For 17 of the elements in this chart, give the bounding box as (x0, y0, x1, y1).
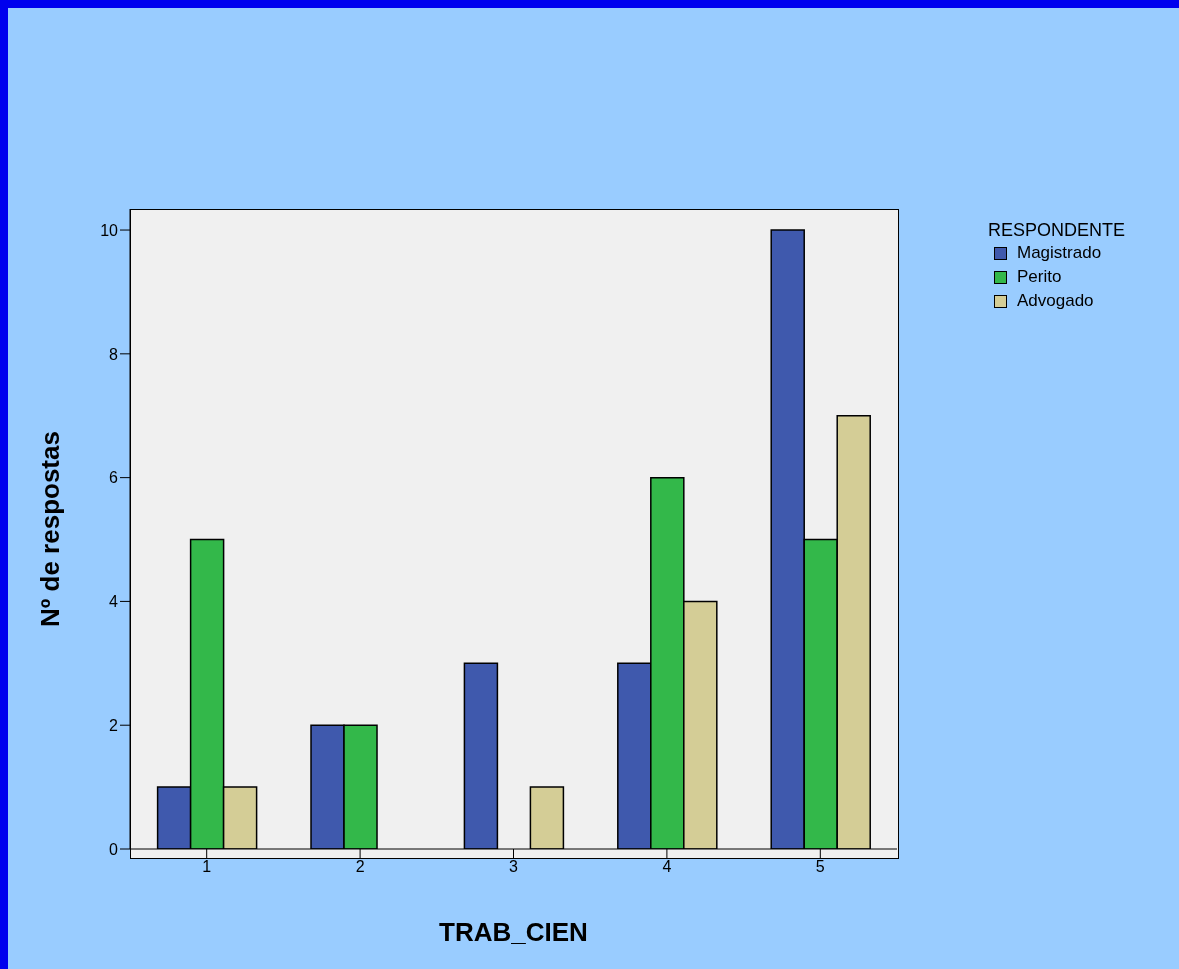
legend-label: Perito (1016, 266, 1063, 288)
y-tick-label: 0 (109, 840, 119, 858)
legend-label: Advogado (1016, 290, 1095, 312)
x-tick-label: 2 (355, 858, 365, 876)
y-tick-label: 4 (109, 593, 119, 611)
y-tick-label: 2 (109, 716, 119, 734)
x-tick-label: 3 (509, 858, 519, 876)
x-tick-label: 1 (202, 858, 212, 876)
x-axis-title: TRAB_CIEN (439, 917, 588, 947)
y-tick-label: 8 (109, 345, 119, 363)
y-tick-label: 10 (100, 221, 119, 239)
y-tick-label: 6 (109, 469, 119, 487)
x-tick-label: 4 (662, 858, 672, 876)
legend-title: RESPONDENTE (988, 220, 1126, 241)
y-axis-title: Nº de respostas (35, 431, 66, 627)
legend-label: Magistrado (1016, 242, 1103, 264)
x-tick-label: 5 (815, 858, 825, 876)
